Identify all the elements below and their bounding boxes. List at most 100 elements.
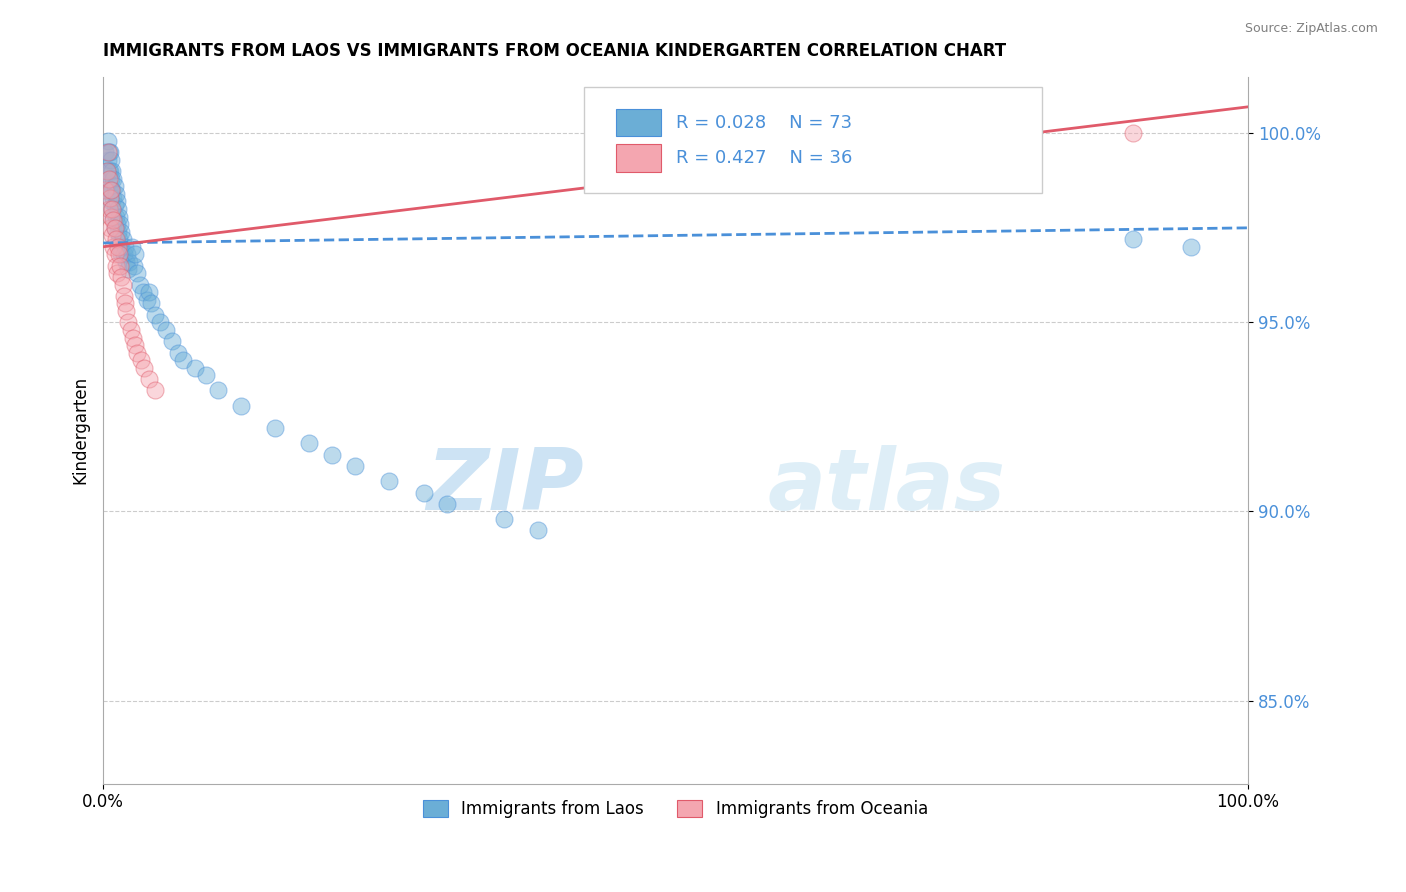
Point (122, 259, 145, 273)
Point (110, 240, 132, 254)
Point (98, 220, 121, 235)
Point (96, 164, 118, 178)
Point (436, 497, 458, 511)
Point (94, 183, 117, 197)
Point (155, 323, 177, 337)
Point (103, 198, 125, 212)
Point (120, 323, 142, 337)
Text: atlas: atlas (768, 445, 1005, 528)
Point (101, 183, 124, 197)
Point (97, 202, 120, 216)
Point (107, 240, 129, 254)
Point (263, 421, 285, 435)
Point (100, 183, 122, 197)
Point (124, 247, 146, 261)
Point (122, 330, 145, 344)
Point (207, 384, 229, 398)
Point (143, 308, 166, 322)
FancyBboxPatch shape (583, 87, 1042, 194)
Point (298, 436, 321, 450)
Point (124, 338, 146, 352)
Point (100, 153, 122, 167)
Point (97, 164, 120, 178)
Point (138, 372, 160, 386)
Point (128, 277, 150, 292)
Point (101, 202, 124, 216)
Point (135, 293, 157, 307)
Point (103, 179, 125, 194)
Point (129, 353, 152, 368)
Point (100, 194, 122, 209)
Point (110, 217, 132, 231)
Point (321, 448, 343, 462)
Point (111, 277, 134, 292)
Point (132, 285, 155, 300)
Point (96, 164, 118, 178)
FancyBboxPatch shape (616, 109, 661, 136)
Point (97, 134, 120, 148)
Point (115, 247, 138, 261)
Point (98, 191, 121, 205)
Point (107, 225, 129, 239)
Point (94, 145, 117, 160)
Point (183, 360, 205, 375)
Legend: Immigrants from Laos, Immigrants from Oceania: Immigrants from Laos, Immigrants from Oc… (416, 793, 935, 825)
Point (112, 289, 135, 303)
Point (121, 240, 143, 254)
Point (107, 202, 129, 216)
Point (103, 210, 125, 224)
Point (195, 368, 218, 383)
Point (115, 304, 138, 318)
Point (103, 220, 125, 235)
Point (98, 145, 121, 160)
Point (97, 145, 120, 160)
Point (1122, 232, 1144, 246)
Text: ZIP: ZIP (426, 445, 583, 528)
Point (118, 255, 141, 269)
Point (104, 186, 127, 201)
Point (412, 485, 434, 500)
Point (134, 360, 156, 375)
Point (97, 183, 120, 197)
Point (127, 266, 149, 280)
Point (343, 459, 366, 474)
Point (103, 240, 125, 254)
Point (101, 202, 124, 216)
Point (97, 171, 120, 186)
Point (110, 247, 132, 261)
Point (229, 399, 252, 413)
Point (100, 171, 122, 186)
Point (97, 153, 120, 167)
Point (98, 183, 121, 197)
FancyBboxPatch shape (616, 145, 661, 171)
Point (527, 524, 550, 538)
Point (108, 247, 131, 261)
Point (103, 247, 125, 261)
Point (97, 145, 120, 160)
Point (108, 210, 131, 224)
Point (104, 232, 127, 246)
Text: IMMIGRANTS FROM LAOS VS IMMIGRANTS FROM OCEANIA KINDERGARTEN CORRELATION CHART: IMMIGRANTS FROM LAOS VS IMMIGRANTS FROM … (103, 42, 1007, 60)
Point (117, 262, 139, 277)
Point (112, 247, 135, 261)
Point (149, 315, 172, 329)
Y-axis label: Kindergarten: Kindergarten (72, 376, 89, 484)
Point (98, 164, 121, 178)
Point (104, 259, 127, 273)
Point (1122, 126, 1144, 140)
Point (97, 176, 120, 190)
Point (160, 334, 183, 349)
Point (108, 232, 131, 246)
Text: R = 0.028    N = 73: R = 0.028 N = 73 (675, 113, 852, 131)
Point (141, 296, 163, 310)
Point (101, 164, 124, 178)
Point (104, 210, 127, 224)
Text: R = 0.427    N = 36: R = 0.427 N = 36 (675, 149, 852, 167)
Point (105, 266, 128, 280)
Point (138, 285, 160, 300)
Point (1180, 240, 1202, 254)
Point (143, 384, 166, 398)
Point (378, 474, 401, 488)
Point (172, 353, 194, 368)
Point (110, 259, 132, 273)
